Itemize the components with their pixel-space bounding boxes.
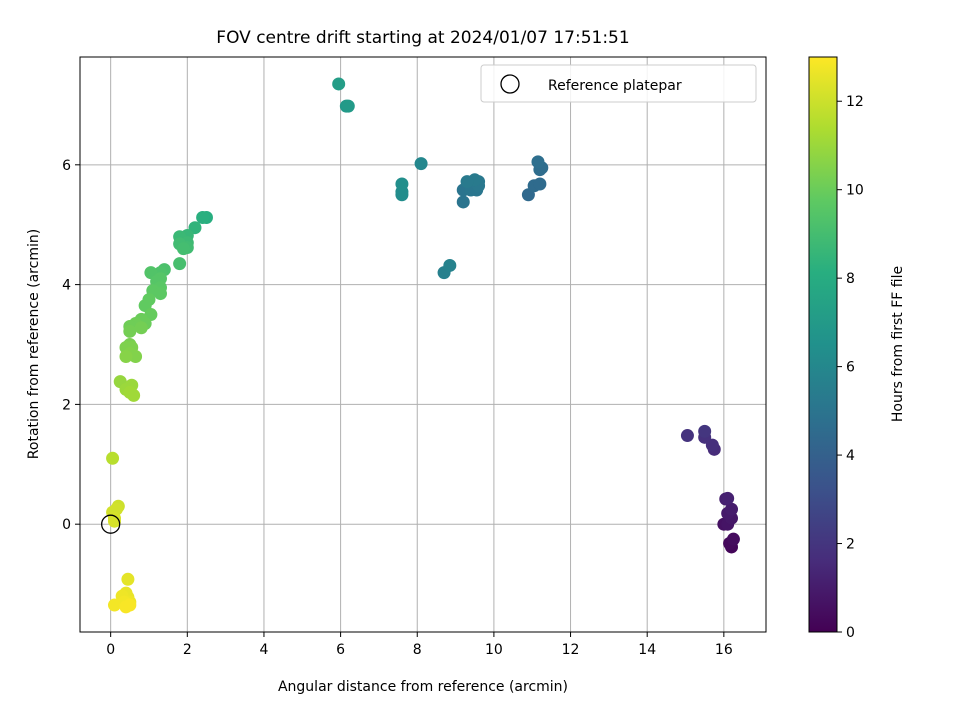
- scatter-points: [101, 77, 740, 614]
- x-tick-label: 12: [562, 642, 580, 658]
- data-point: [531, 155, 545, 169]
- x-tick-label: 6: [336, 642, 345, 658]
- colorbar-tick-label: 4: [846, 448, 855, 464]
- data-point: [680, 429, 694, 443]
- x-tick-label: 0: [106, 642, 115, 658]
- reference-platepar-marker: [101, 514, 121, 534]
- data-point: [123, 324, 137, 338]
- data-point: [395, 177, 409, 191]
- colorbar-tick-label: 2: [846, 537, 855, 553]
- data-point: [173, 257, 187, 271]
- colorbar-tick-label: 8: [846, 271, 855, 287]
- y-axis-label: Rotation from reference (arcmin): [26, 229, 42, 459]
- y-axis-ticks: 0 2 4 6: [62, 158, 80, 533]
- legend-box: [480, 64, 757, 103]
- colorbar-tick-label: 12: [846, 94, 864, 110]
- data-point: [341, 99, 355, 113]
- x-tick-label: 14: [638, 642, 656, 658]
- data-point: [721, 491, 735, 505]
- data-point: [443, 258, 457, 272]
- plot-frame: [79, 56, 767, 633]
- legend: Reference platepar: [480, 64, 757, 103]
- y-tick-label: 6: [62, 158, 71, 174]
- x-tick-label: 4: [259, 642, 268, 658]
- data-point: [107, 598, 121, 612]
- data-point: [533, 177, 547, 191]
- chart-title: FOV centre drift starting at 2024/01/07 …: [216, 28, 629, 48]
- data-point: [176, 242, 190, 256]
- colorbar-ticks: 0 2 4 6 8 10 12: [837, 94, 864, 641]
- x-tick-label: 16: [715, 642, 733, 658]
- data-point: [134, 321, 148, 335]
- data-point: [456, 195, 470, 209]
- data-point: [121, 572, 135, 586]
- legend-reference-marker: [500, 74, 520, 94]
- data-point: [698, 424, 712, 438]
- data-point: [123, 385, 137, 399]
- colorbar-tick-label: 10: [846, 183, 864, 199]
- data-point: [196, 211, 210, 225]
- data-point: [106, 451, 120, 465]
- grid: [80, 57, 766, 632]
- y-tick-label: 4: [62, 278, 71, 294]
- data-point: [123, 598, 137, 612]
- data-point: [460, 175, 474, 189]
- data-point: [129, 349, 143, 363]
- y-tick-label: 0: [62, 517, 71, 533]
- colorbar: 0 2 4 6 8 10 12 Hours from first FF file: [808, 56, 906, 641]
- x-tick-label: 10: [485, 642, 503, 658]
- y-tick-label: 2: [62, 397, 71, 413]
- x-tick-label: 2: [183, 642, 192, 658]
- data-point: [725, 502, 739, 516]
- colorbar-tick-label: 0: [846, 625, 855, 641]
- data-point: [332, 77, 346, 91]
- data-point: [726, 532, 740, 546]
- data-point: [119, 349, 133, 363]
- legend-entry-label: Reference platepar: [548, 78, 682, 94]
- x-tick-label: 8: [413, 642, 422, 658]
- colorbar-label: Hours from first FF file: [890, 266, 906, 422]
- data-point: [153, 287, 167, 301]
- colorbar-tick-label: 6: [846, 360, 855, 376]
- x-axis-ticks: 0 2 4 6 8 10 12 14 16: [106, 632, 733, 658]
- x-axis-label: Angular distance from reference (arcmin): [278, 679, 568, 695]
- colorbar-gradient: [808, 56, 838, 633]
- data-point: [414, 157, 428, 171]
